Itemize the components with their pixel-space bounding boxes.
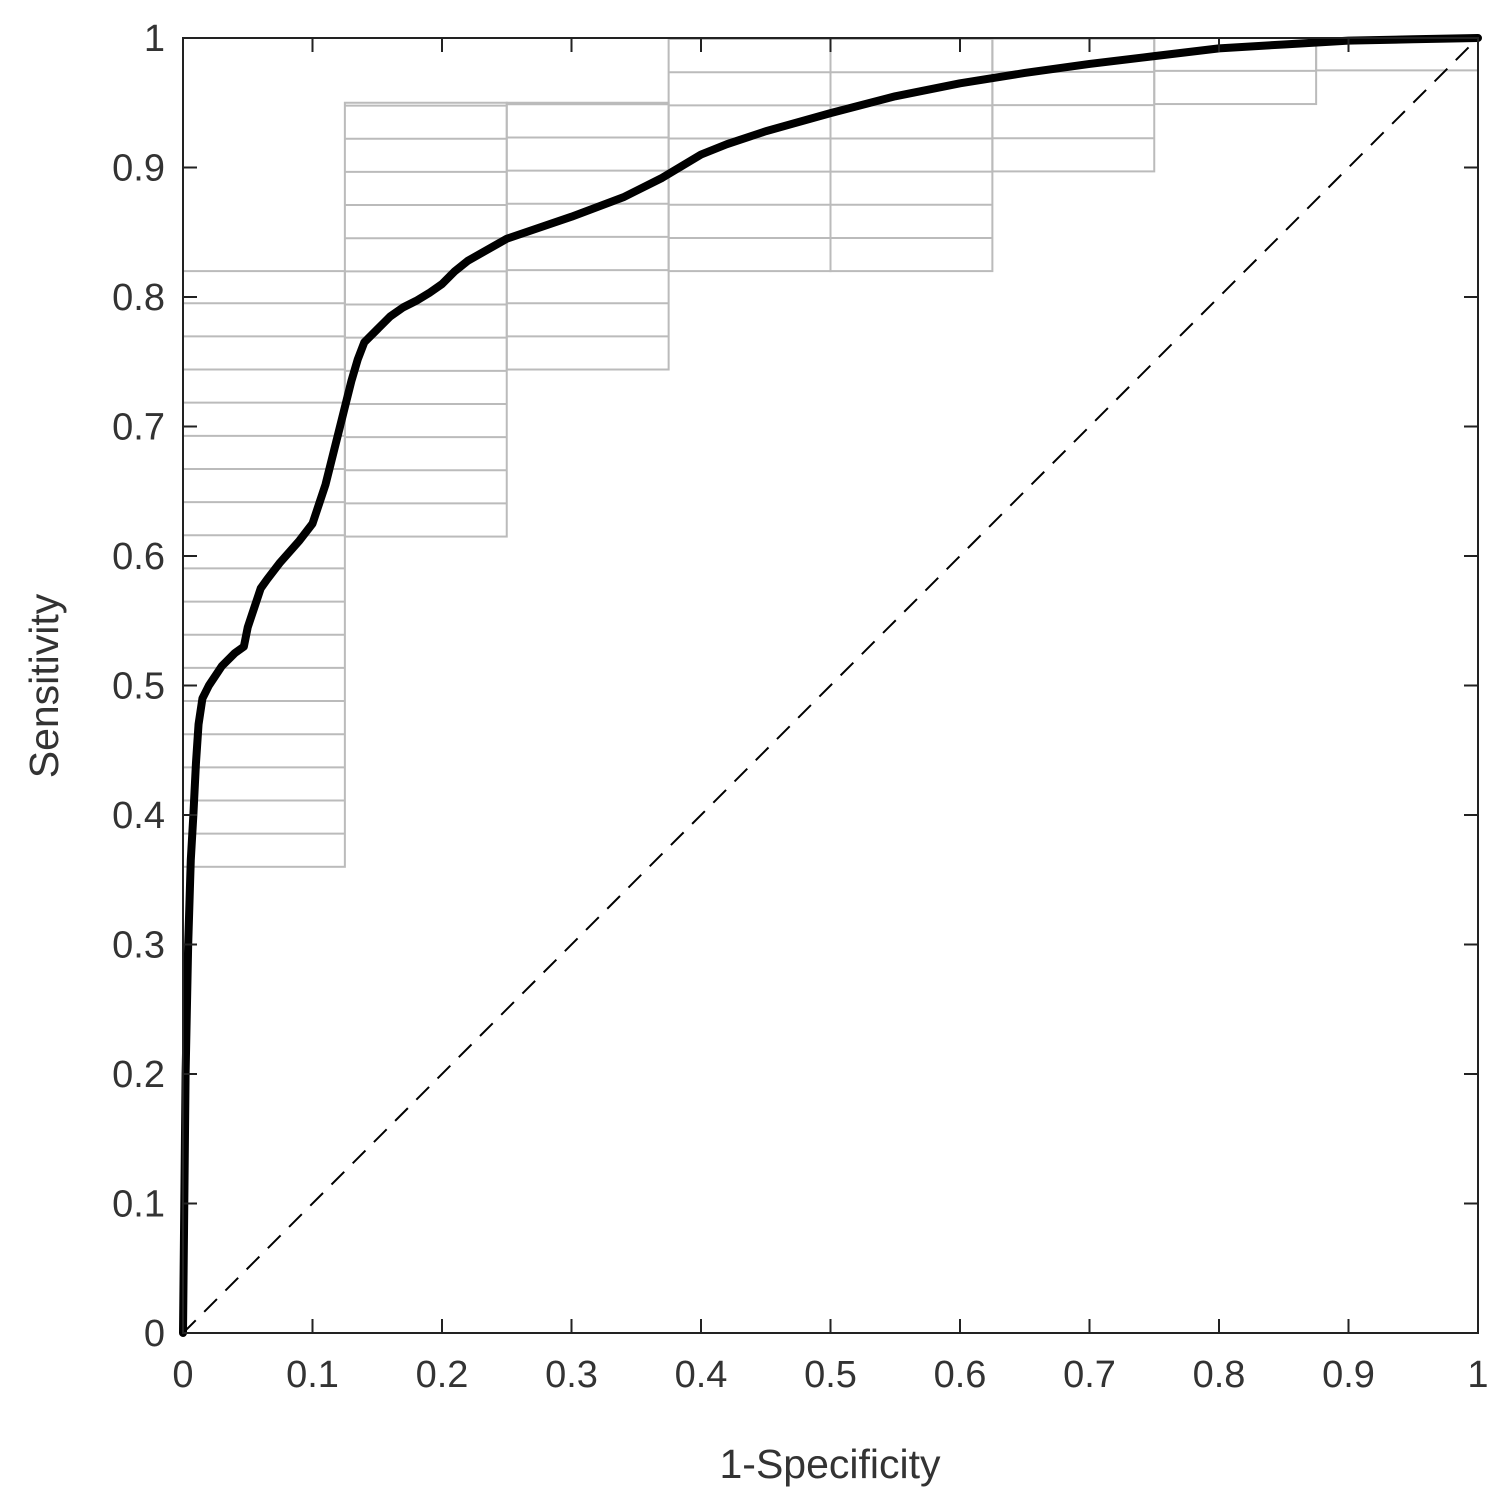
x-axis-label: 1-Specificity xyxy=(719,1441,941,1487)
y-tick-label: 0.3 xyxy=(112,925,165,967)
y-tick-label: 0.8 xyxy=(112,277,165,319)
y-tick-label: 0.5 xyxy=(112,666,165,708)
reference-diagonal-line xyxy=(182,37,1479,1334)
roc-curve xyxy=(179,34,1482,1337)
x-tick-label: 0.4 xyxy=(675,1354,728,1396)
x-tick-label: 0 xyxy=(172,1354,193,1396)
sensitivity-interval-boxes xyxy=(182,37,1479,868)
y-tick-label: 0.2 xyxy=(112,1054,165,1096)
x-tick-label: 1 xyxy=(1467,1354,1488,1396)
x-tick-label: 0.8 xyxy=(1193,1354,1246,1396)
y-tick-label: 1 xyxy=(144,18,165,60)
interval-box xyxy=(343,101,508,538)
y-tick-label: 0.9 xyxy=(112,148,165,190)
chance-reference-line xyxy=(182,37,1479,1334)
x-tick-label: 0.1 xyxy=(286,1354,339,1396)
axis-ticks: 0 0.1 0.2 0.3 0.4 0.5 0.6 0.7 0.8 0.9 1 0 0.1 0.2 0.3 0… xyxy=(112,18,1488,1396)
y-tick-label: 0 xyxy=(144,1313,165,1355)
roc-curve-layer xyxy=(179,34,1482,1337)
y-tick-label: 0.4 xyxy=(112,795,165,837)
x-tick-label: 0.5 xyxy=(804,1354,857,1396)
x-tick-label: 0.3 xyxy=(545,1354,598,1396)
x-tick-label: 0.2 xyxy=(416,1354,469,1396)
y-tick-label: 0.6 xyxy=(112,536,165,578)
y-axis-label: Sensitivity xyxy=(21,593,67,778)
y-tick-label: 0.1 xyxy=(112,1184,165,1226)
x-tick-label: 0.9 xyxy=(1322,1354,1375,1396)
x-tick-label: 0.6 xyxy=(934,1354,987,1396)
x-tick-label: 0.7 xyxy=(1063,1354,1116,1396)
y-tick-label: 0.7 xyxy=(112,407,165,449)
